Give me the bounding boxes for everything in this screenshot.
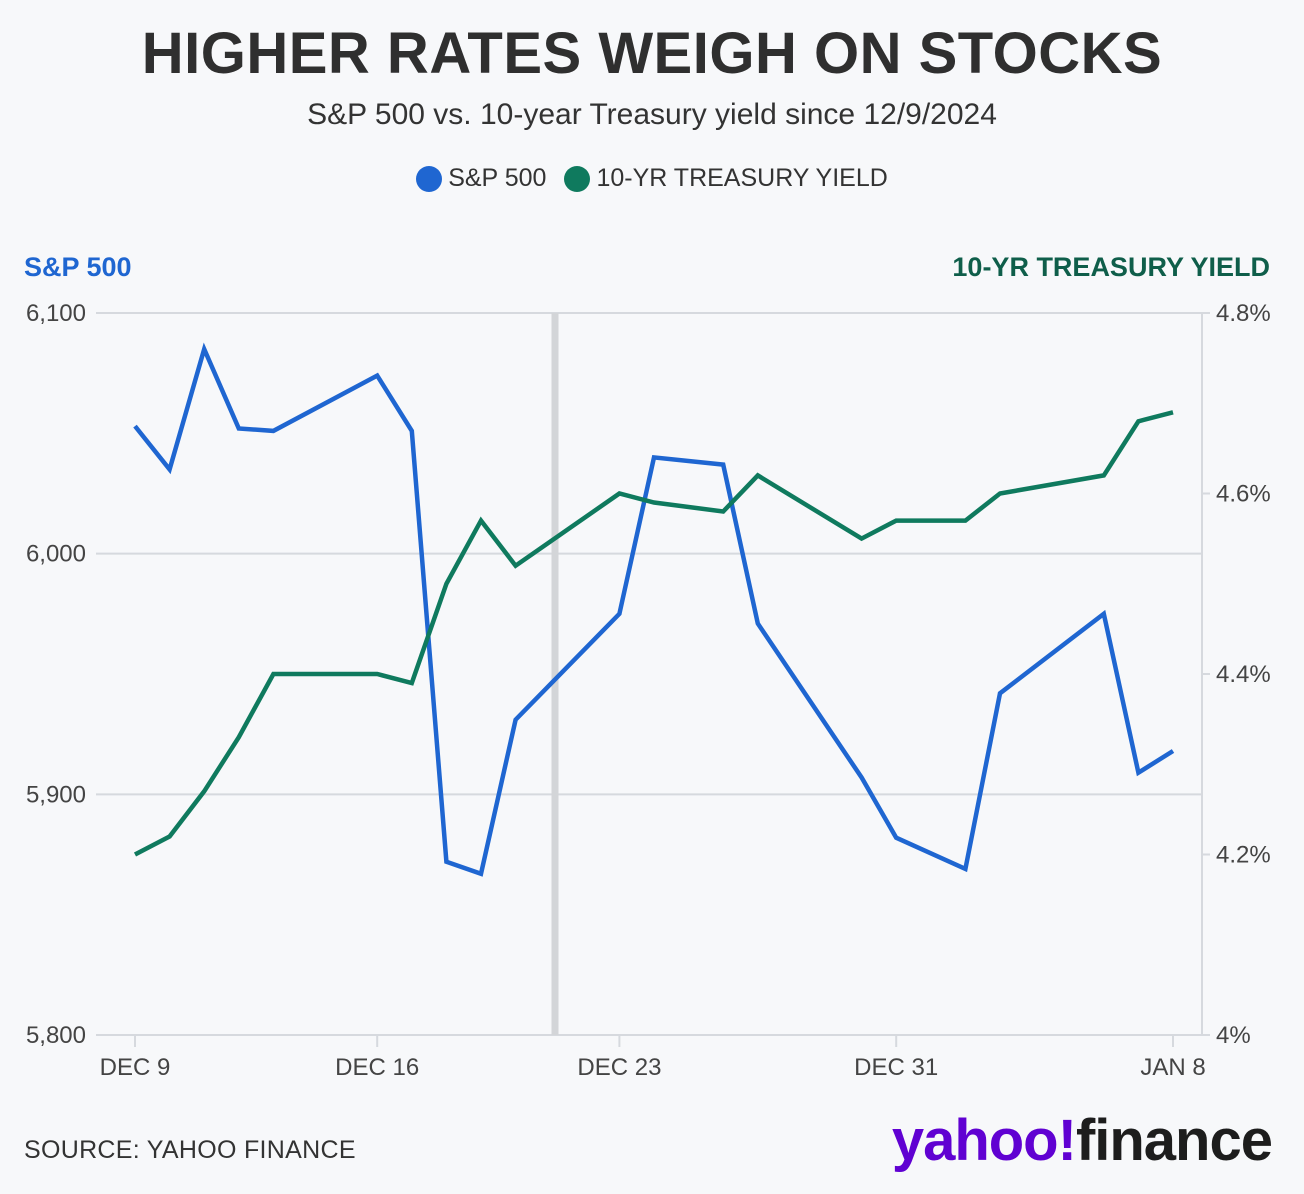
- y-right-tick-label: 4.6%: [1216, 481, 1271, 508]
- legend-label-treasury: 10-YR TREASURY YIELD: [596, 164, 888, 192]
- y-right-tick-label: 4.2%: [1216, 842, 1271, 869]
- x-tick-label: DEC 9: [100, 1054, 171, 1081]
- left-axis-title: S&P 500: [24, 252, 132, 282]
- y-left-tick-label: 6,000: [26, 541, 86, 568]
- source-note: SOURCE: YAHOO FINANCE: [24, 1136, 356, 1164]
- legend-item-treasury: 10-YR TREASURY YIELD: [564, 164, 888, 193]
- legend-swatch-treasury: [564, 165, 591, 192]
- yahoo-finance-logo: yahoo!finance: [891, 1108, 1273, 1173]
- legend-label-sp500: S&P 500: [448, 164, 547, 192]
- x-tick-label: JAN 8: [1140, 1054, 1205, 1081]
- legend-item-sp500: S&P 500: [416, 164, 546, 193]
- legend: S&P 500 10-YR TREASURY YIELD: [0, 164, 1304, 193]
- y-left-tick-label: 5,800: [26, 1022, 86, 1049]
- x-tick-label: DEC 31: [854, 1054, 938, 1081]
- right-axis-title: 10-YR TREASURY YIELD: [952, 252, 1270, 282]
- y-left-tick-label: 6,100: [26, 300, 86, 327]
- x-tick-label: DEC 23: [577, 1054, 661, 1081]
- chart-subtitle: S&P 500 vs. 10-year Treasury yield since…: [307, 98, 997, 131]
- series-line-sp500: [133, 342, 1175, 877]
- x-tick-label: DEC 16: [335, 1054, 419, 1081]
- y-left-tick-label: 5,900: [26, 781, 86, 808]
- chart-title: HIGHER RATES WEIGH ON STOCKS: [141, 21, 1163, 86]
- y-right-tick-label: 4.4%: [1216, 661, 1271, 688]
- y-right-tick-label: 4.8%: [1216, 300, 1271, 327]
- series-line-treasury-yield: [133, 410, 1174, 857]
- y-right-tick-label: 4%: [1216, 1022, 1251, 1049]
- legend-swatch-sp500: [416, 165, 443, 192]
